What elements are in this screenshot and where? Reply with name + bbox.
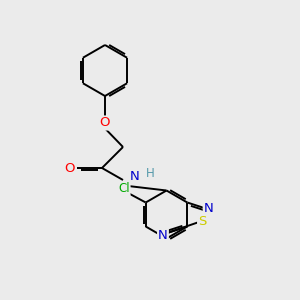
Text: O: O — [64, 161, 75, 175]
Text: N: N — [158, 229, 168, 242]
Text: N: N — [130, 170, 139, 184]
Text: Cl: Cl — [118, 182, 130, 196]
Text: H: H — [146, 167, 154, 180]
Text: O: O — [100, 116, 110, 130]
Text: S: S — [198, 215, 206, 228]
Text: N: N — [204, 202, 214, 215]
